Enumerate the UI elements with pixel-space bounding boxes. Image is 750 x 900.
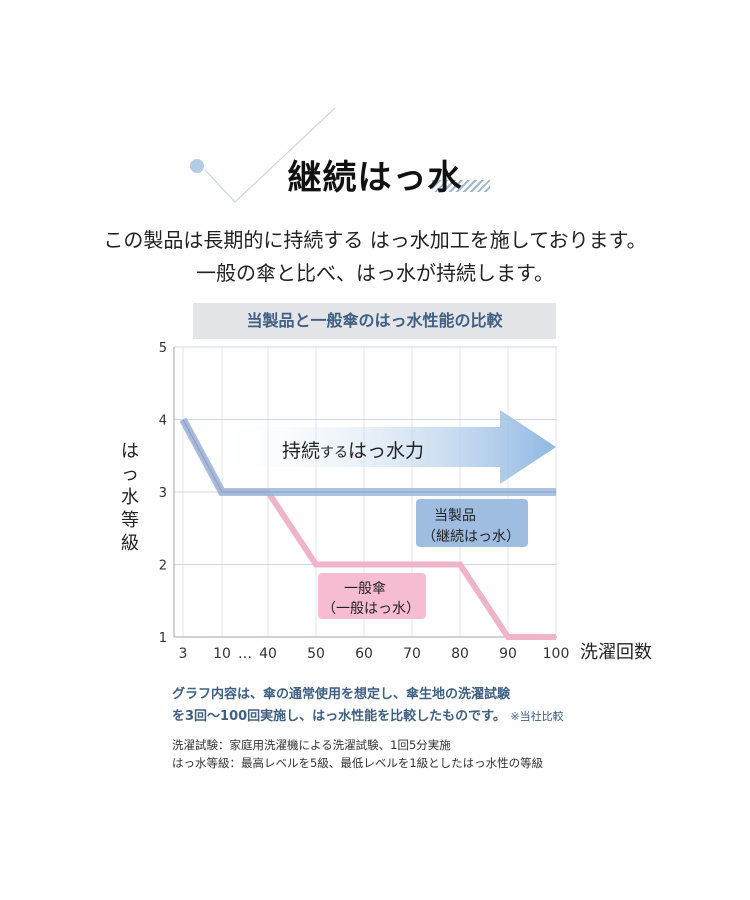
summary-suffix: ※当社比較	[510, 710, 564, 723]
intro-line-1: この製品は長期的に持続する はっ水加工を施しております。	[103, 228, 647, 252]
x-tick-label: 50	[307, 646, 325, 662]
y-tick-label: 4	[159, 414, 167, 429]
persistence-arrow	[224, 410, 556, 484]
arrow-label-part-2: する	[320, 445, 348, 461]
page-heading: 継続はっ水	[287, 158, 463, 198]
label-product-line-1: 当製品	[434, 508, 476, 524]
arrow-label: 持続するはっ水力	[282, 440, 424, 462]
x-tick-label: 40	[259, 646, 277, 662]
arrow-label-part-1: 持続	[282, 440, 320, 462]
decorative-lines	[190, 107, 336, 203]
x-tick-label: …	[238, 646, 252, 662]
deco-line-long	[234, 107, 336, 203]
detail-line-2: はっ水等級：最高レベルを5級、最低レベルを1級としたはっ水性の等級	[172, 756, 544, 770]
y-axis-title-char: 水	[121, 487, 139, 508]
y-axis-title-char: っ	[121, 464, 139, 485]
x-tick-label: 80	[451, 646, 469, 662]
label-box-product	[416, 499, 528, 547]
x-axis-title: 洗濯回数	[580, 642, 652, 663]
intro-line-2: 一般の傘と比べ、はっ水が持続します。	[196, 261, 554, 285]
x-tick-label: 3	[179, 646, 188, 662]
water-repellency-chart: 1 2 3 4 5 3 10 … 40 50 60 70 80 90 100 洗濯回数 はっ水等級 持続するはっ水…	[121, 341, 652, 663]
heading-underline-stripe	[432, 180, 490, 192]
label-box-general	[318, 573, 426, 619]
label-general-line-1: 一般傘	[344, 581, 386, 597]
y-tick-label: 1	[159, 631, 167, 646]
label-product-line-2: （継続はっ水）	[422, 528, 520, 545]
label-general-line-2: （一般はっ水）	[322, 601, 420, 617]
arrow-label-part-3: はっ水力	[348, 440, 424, 462]
y-axis-title-char: は	[121, 441, 139, 462]
deco-dot	[190, 159, 204, 173]
summary-line-2: を3回〜100回実施し、はっ水性能を比較したものです。	[172, 709, 506, 724]
deco-line-short	[204, 169, 236, 203]
summary-line-1: グラフ内容は、傘の通常使用を想定し、傘生地の洗濯試験	[172, 687, 511, 702]
y-axis-title-char: 等	[121, 510, 139, 531]
detail-line-1: 洗濯試験：家庭用洗濯機による洗濯試験、1回5分実施	[172, 738, 451, 752]
y-tick-label: 5	[159, 341, 167, 356]
series-line-product-center	[182, 419, 556, 493]
y-axis-title-char: 級	[121, 533, 139, 554]
y-tick-label: 2	[159, 559, 167, 574]
y-tick-label: 3	[159, 486, 167, 501]
chart-title: 当製品と一般傘のはっ水性能の比較	[193, 303, 556, 339]
x-tick-label: 60	[355, 646, 373, 662]
x-tick-label: 10	[213, 646, 231, 662]
x-tick-label: 70	[403, 646, 421, 662]
x-tick-label: 90	[499, 646, 517, 662]
summary-line-2-wrap: を3回〜100回実施し、はっ水性能を比較したものです。 ※当社比較	[172, 705, 564, 724]
x-tick-label: 100	[543, 646, 570, 662]
